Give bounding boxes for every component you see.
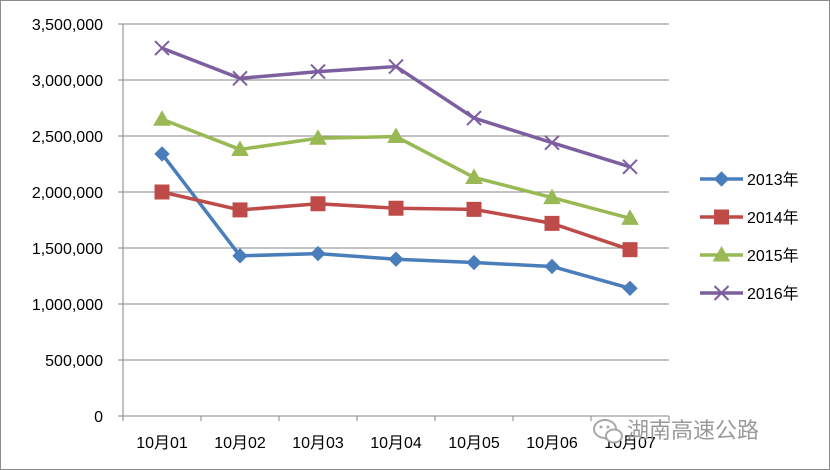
data-point (309, 129, 327, 145)
x-tick-label: 10月06 (526, 435, 578, 452)
data-point (232, 248, 248, 264)
x-tick-label: 10月01 (136, 435, 188, 452)
data-point (387, 127, 405, 144)
legend-marker (713, 285, 730, 301)
series-1 (154, 184, 638, 258)
legend-marker (712, 245, 731, 262)
legend-label: 2016年 (747, 285, 799, 303)
data-point (310, 63, 326, 80)
data-point (310, 245, 326, 262)
y-tick-label: 2,000,000 (32, 185, 103, 202)
x-tick-label: 10月03 (292, 435, 344, 452)
watermark-text: 湖南高速公路 (627, 419, 759, 444)
legend-item-0: 2013年 (700, 171, 799, 189)
data-point (622, 159, 638, 175)
data-point (154, 146, 170, 162)
legend-label: 2013年 (747, 171, 799, 189)
legend-item-3: 2016年 (700, 285, 799, 303)
y-tick-label: 2,500,000 (32, 129, 103, 146)
watermark: 湖南高速公路 (593, 419, 759, 444)
data-point (231, 140, 249, 156)
data-point (153, 110, 171, 126)
data-point (388, 251, 404, 267)
x-tick-label: 10月04 (370, 435, 422, 452)
series-3 (154, 40, 638, 175)
data-point (388, 58, 404, 75)
wechat-icon (593, 419, 623, 444)
data-point (232, 202, 248, 218)
data-point (544, 215, 560, 231)
series-0 (154, 146, 638, 297)
y-tick-label: 3,500,000 (32, 17, 103, 34)
series-2 (153, 110, 639, 225)
y-tick-label: 500,000 (45, 353, 103, 370)
y-tick-label: 1,000,000 (32, 297, 103, 314)
data-point (543, 188, 561, 205)
x-tick-label: 10月05 (448, 435, 500, 452)
legend-marker (713, 171, 730, 187)
series-layer (153, 40, 639, 297)
data-point (466, 110, 482, 126)
data-point (232, 70, 248, 87)
data-point (154, 40, 170, 56)
legend-item-1: 2014年 (700, 209, 799, 227)
y-tick-label: 1,500,000 (32, 241, 103, 258)
data-point (154, 184, 170, 200)
y-axis-tick-labels: 0 500,000 1,000,000 1,500,000 2,000,000 2,500… (32, 17, 103, 426)
grid-lines (123, 23, 669, 361)
data-point (466, 201, 482, 217)
data-point (310, 196, 326, 212)
y-tick-label: 0 (94, 409, 103, 426)
legend-marker (714, 209, 729, 225)
axes (118, 23, 670, 421)
series-line-0 (160, 152, 631, 291)
legend: 2013年 2014年 2015年 2016年 (700, 171, 799, 303)
data-point (622, 280, 638, 297)
data-point (544, 258, 560, 275)
data-point (544, 135, 560, 151)
data-point (466, 254, 482, 271)
legend-item-2: 2015年 (700, 245, 799, 265)
data-point (465, 168, 483, 184)
x-tick-label: 10月02 (214, 435, 266, 452)
data-point (622, 242, 638, 258)
legend-label: 2014年 (747, 209, 799, 227)
x-axis-tick-labels: 10月01 10月02 10月03 10月04 10月05 10月06 10月07 (136, 435, 656, 452)
data-point (388, 200, 404, 216)
y-tick-label: 3,000,000 (32, 73, 103, 90)
legend-label: 2015年 (747, 247, 799, 265)
data-point (621, 209, 639, 225)
